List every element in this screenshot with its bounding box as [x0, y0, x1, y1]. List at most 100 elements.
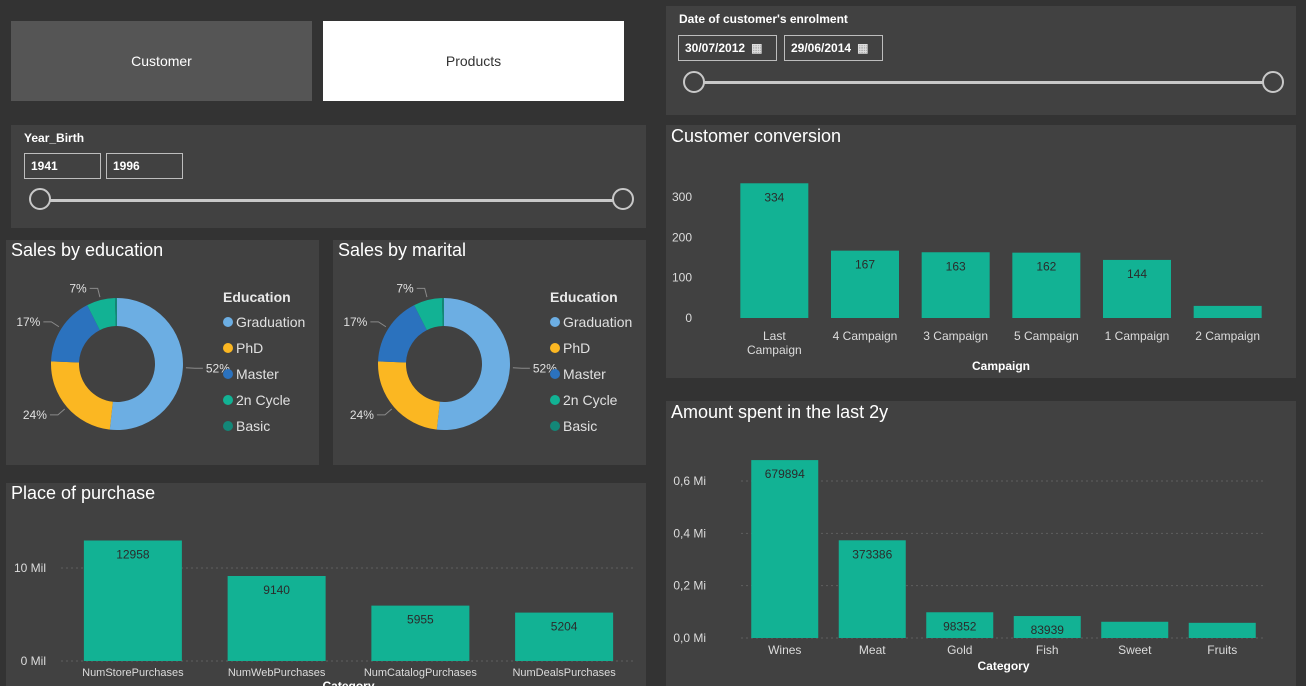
donut-slice-basic[interactable]: [114, 298, 117, 327]
year-birth-slicer-title: Year_Birth: [24, 131, 85, 145]
place-of-purchase-visual: Place of purchase 0 Mil 10 Mil 12958 NumSto…: [6, 483, 646, 686]
x-tick-label: 3 Campaign: [923, 329, 988, 343]
x-tick-label: Gold: [947, 643, 972, 657]
legend-item-2n-cycle[interactable]: 2n Cycle: [223, 387, 305, 413]
bar-numstorepurchases[interactable]: [83, 540, 182, 661]
y-tick-label: 10 Mil: [14, 561, 46, 575]
donut-slice-master[interactable]: [378, 305, 427, 363]
legend-item-phd[interactable]: PhD: [550, 335, 632, 361]
marital-legend: Education Graduation PhD Master 2n Cycle…: [550, 289, 632, 439]
legend-marker-icon: [223, 343, 233, 353]
donut-data-label: 24%: [23, 408, 47, 422]
donut-slice-graduation[interactable]: [109, 298, 183, 430]
enrolment-slider-track[interactable]: [694, 81, 1274, 84]
bar-data-label: 334: [764, 190, 784, 204]
donut-slice-2n-cycle[interactable]: [414, 298, 443, 331]
legend-label: Graduation: [236, 314, 306, 330]
year-birth-slider-max-handle[interactable]: [612, 188, 634, 210]
y-tick-label: 0,0 Mi: [673, 631, 706, 645]
bar-numcatalogpurchases[interactable]: [371, 605, 470, 661]
donut-slice-phd[interactable]: [378, 361, 440, 430]
legend-marker-icon: [223, 421, 233, 431]
bar-2-campaign[interactable]: [1193, 305, 1262, 318]
bar-3-campaign[interactable]: [921, 252, 990, 318]
legend-label: PhD: [236, 340, 264, 356]
bar-numdealspurchases[interactable]: [515, 612, 614, 661]
y-tick-label: 0 Mil: [21, 654, 46, 668]
legend-item-basic[interactable]: Basic: [550, 413, 632, 439]
bar-fish[interactable]: [1013, 616, 1081, 638]
bar-1-campaign[interactable]: [1103, 259, 1171, 318]
y-tick-label: 100: [672, 271, 692, 285]
sales-by-education-visual: Sales by education 52% 24% 17% 7% Education…: [6, 240, 319, 465]
year-birth-slider-min-handle[interactable]: [29, 188, 51, 210]
donut-leader-line: [376, 408, 393, 416]
year-birth-min-input[interactable]: 1941: [24, 153, 101, 179]
bar-data-label: 163: [946, 259, 966, 273]
bar-meat[interactable]: [838, 540, 906, 638]
bar-wines[interactable]: [751, 460, 819, 638]
year-birth-max-input[interactable]: 1996: [106, 153, 183, 179]
legend-label: PhD: [563, 340, 591, 356]
legend-item-phd[interactable]: PhD: [223, 335, 305, 361]
calendar-icon[interactable]: ▦: [857, 41, 869, 55]
bar-data-label: 98352: [943, 619, 977, 633]
bar-gold[interactable]: [926, 612, 994, 638]
x-tick-label: Meat: [859, 643, 886, 657]
bar-numwebpurchases[interactable]: [227, 575, 326, 661]
bar-data-label: 162: [1036, 260, 1056, 274]
bar-last-campaign[interactable]: [740, 183, 809, 318]
bar-data-label: 5204: [551, 620, 578, 634]
enrolment-slider-end-handle[interactable]: [1262, 71, 1284, 93]
legend-marker-icon: [223, 395, 233, 405]
legend-item-master[interactable]: Master: [550, 361, 632, 387]
donut-slice-2n-cycle[interactable]: [87, 298, 116, 331]
amount-spent-bar-chart: 0,0 Mi 0,2 Mi 0,4 Mi 0,6 Mi 679894 Wines 37338…: [673, 460, 1266, 673]
y-tick-label: 0,2 Mi: [673, 579, 706, 593]
donut-data-label: 7%: [69, 281, 87, 295]
enrolment-slider-start-handle[interactable]: [683, 71, 705, 93]
x-axis-title: Category: [322, 679, 374, 686]
year-birth-slicer: Year_Birth 1941 1996: [11, 125, 646, 228]
y-tick-label: 0: [685, 311, 692, 325]
bar-fruits[interactable]: [1188, 622, 1256, 638]
education-legend: Education Graduation PhD Master 2n Cycle…: [223, 289, 305, 439]
calendar-icon[interactable]: ▦: [751, 41, 763, 55]
x-axis-title: Category: [977, 659, 1029, 673]
legend-marker-icon: [550, 343, 560, 353]
legend-item-graduation[interactable]: Graduation: [223, 309, 305, 335]
enrolment-start-input[interactable]: 30/07/2012 ▦: [678, 35, 777, 61]
donut-leader-line: [49, 408, 66, 416]
bar-data-label: 679894: [765, 467, 805, 481]
education-donut-chart: 52%24%17%7%: [16, 281, 230, 430]
bar-4-campaign[interactable]: [831, 250, 899, 318]
y-tick-label: 0,4 Mi: [673, 526, 706, 540]
donut-data-label: 24%: [350, 408, 374, 422]
bar-5-campaign[interactable]: [1012, 252, 1081, 318]
sales-by-marital-title: Sales by marital: [338, 240, 467, 260]
legend-item-basic[interactable]: Basic: [223, 413, 305, 439]
x-tick-label: Fruits: [1207, 643, 1237, 657]
donut-data-label: 17%: [343, 315, 367, 329]
donut-slice-basic[interactable]: [441, 298, 444, 327]
bar-data-label: 5955: [407, 613, 434, 627]
products-button[interactable]: Products: [323, 21, 624, 101]
legend-item-master[interactable]: Master: [223, 361, 305, 387]
legend-label: 2n Cycle: [236, 392, 291, 408]
bar-sweet[interactable]: [1101, 621, 1169, 638]
bar-data-label: 12958: [116, 547, 150, 561]
place-of-purchase-title: Place of purchase: [11, 483, 156, 503]
donut-slice-graduation[interactable]: [436, 298, 510, 430]
legend-marker-icon: [550, 369, 560, 379]
sales-by-education-title: Sales by education: [11, 240, 164, 260]
donut-slice-phd[interactable]: [50, 361, 113, 430]
bar-data-label: 167: [855, 258, 875, 272]
enrolment-end-input[interactable]: 29/06/2014 ▦: [784, 35, 883, 61]
legend-label: Basic: [236, 418, 271, 434]
year-birth-slider-track[interactable]: [40, 199, 625, 202]
customer-button[interactable]: Customer: [11, 21, 312, 101]
donut-slice-master[interactable]: [51, 305, 100, 363]
donut-leader-line: [416, 287, 428, 298]
legend-item-graduation[interactable]: Graduation: [550, 309, 632, 335]
legend-item-2n-cycle[interactable]: 2n Cycle: [550, 387, 632, 413]
